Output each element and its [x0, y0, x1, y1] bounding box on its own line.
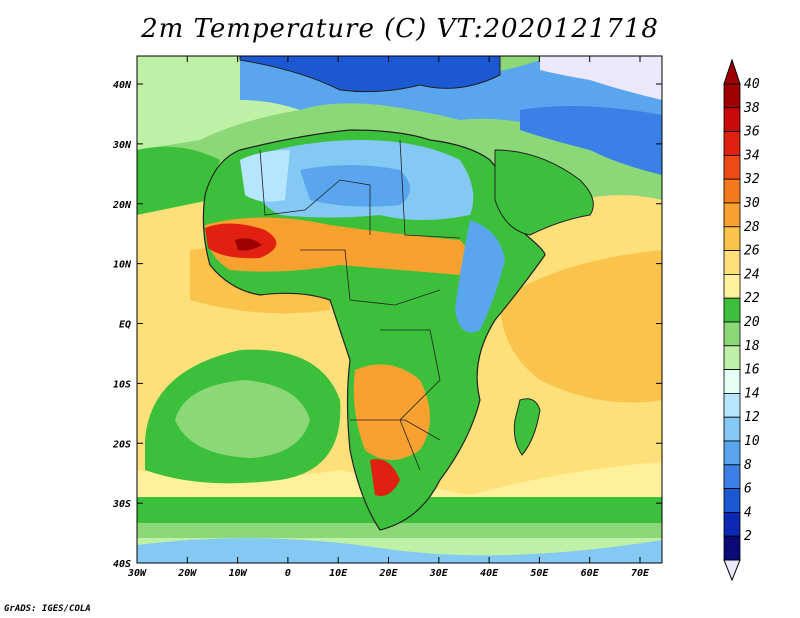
- field-band-south-5: [137, 462, 662, 497]
- colorbar-swatch: [723, 202, 741, 228]
- y-axis-ticks: 40N 30N 20N 10N EQ 10S 20S 30S 40S: [112, 80, 662, 570]
- colorbar-label: 2: [744, 529, 752, 544]
- temperature-field: [137, 55, 662, 563]
- x-tick-label: 20E: [378, 568, 398, 579]
- field-atlantic-swirl: [175, 380, 310, 458]
- colorbar-bottom-arrow: [723, 559, 741, 582]
- field-canary-region: [137, 146, 220, 215]
- colorbar-label: 40: [744, 77, 760, 92]
- colorbar-swatch: [723, 488, 741, 513]
- colorbar-swatch: [723, 440, 741, 466]
- field-namibia-hot: [370, 459, 400, 496]
- arabian-peninsula: [494, 149, 594, 236]
- colorbar-swatch: [723, 535, 741, 561]
- y-tick-label: 10N: [113, 260, 132, 271]
- y-tick-label: 10S: [113, 379, 131, 390]
- grads-credit: GrADS: IGES/COLA: [4, 604, 91, 614]
- colorbar-swatch: [723, 369, 741, 394]
- colorbar-swatch: [723, 464, 741, 489]
- colorbar-label: 26: [744, 244, 760, 259]
- x-tick-label: 0: [285, 568, 291, 579]
- y-tick-label: 20S: [112, 439, 131, 450]
- field-sahara-west: [240, 150, 290, 202]
- colorbar-label: 28: [744, 220, 760, 235]
- field-sahara-core: [300, 165, 410, 207]
- field-asia-cold: [540, 56, 662, 100]
- colorbar-swatch: [723, 226, 741, 252]
- x-tick-label: 20W: [177, 568, 197, 579]
- x-tick-label: 30W: [127, 568, 147, 579]
- colorbar-label: 4: [744, 505, 752, 520]
- colorbar-label: 14: [744, 386, 760, 401]
- border-4: [380, 329, 441, 471]
- field-sahel-hottest: [235, 238, 262, 251]
- colorbar-label: 8: [744, 458, 752, 473]
- colorbar-swatch: [723, 297, 741, 323]
- colorbar-label: 16: [744, 363, 760, 378]
- colorbar-swatch: [723, 250, 741, 275]
- colorbar-label: 10: [744, 434, 760, 449]
- x-tick-label: 30E: [429, 568, 449, 579]
- x-tick-label: 10E: [329, 568, 348, 579]
- colorbar-label: 24: [744, 267, 760, 282]
- colorbar-label: 32: [743, 172, 760, 187]
- border-3: [300, 249, 441, 306]
- country-borders: [259, 139, 461, 471]
- colorbar-swatch: [723, 154, 741, 180]
- border-2: [399, 139, 461, 239]
- chart-title: 2m Temperature (C) VT:2020121718: [141, 14, 659, 44]
- colorbar-swatch: [723, 416, 741, 442]
- field-indian-warm: [500, 250, 662, 403]
- colorbar-swatch: [723, 273, 741, 299]
- x-axis-ticks: 30W 20W 10W 0 10E 20E 30E 40E 50E 60E 70E: [127, 56, 650, 579]
- colorbar-label: 30: [743, 196, 760, 211]
- colorbar-swatch: [723, 178, 741, 204]
- colorbar-label: 38: [743, 101, 760, 116]
- colorbar-swatch: [723, 107, 741, 133]
- colorbar-swatch: [723, 392, 741, 418]
- colorbar-label: 12: [744, 410, 760, 425]
- colorbar: 40 38 36 34 32 30 28 26 24 22 20 18 16 14 12 10 8 6 4 2: [723, 58, 760, 582]
- field-middle-east: [520, 106, 662, 175]
- y-tick-label: EQ: [119, 320, 131, 331]
- colorbar-swatch: [723, 345, 741, 370]
- field-sahel-warm: [205, 217, 470, 275]
- x-tick-label: 70E: [631, 568, 650, 579]
- colorbar-swatch: [723, 83, 741, 109]
- colorbar-label: 36: [743, 125, 760, 140]
- colorbar-label: 18: [744, 339, 760, 354]
- colorbar-label: 6: [744, 482, 752, 497]
- y-tick-label: 30N: [112, 140, 132, 151]
- y-tick-label: 40S: [113, 559, 131, 570]
- border-1: [259, 149, 371, 235]
- y-tick-label: 40N: [113, 80, 132, 91]
- colorbar-swatch: [723, 131, 741, 156]
- colorbar-top-arrow: [723, 58, 741, 85]
- y-tick-label: 30S: [112, 499, 131, 510]
- field-ethiopian-highlands: [455, 220, 505, 333]
- colorbar-label: 34: [743, 148, 760, 163]
- colorbar-label: 22: [744, 291, 760, 306]
- y-tick-label: 20N: [112, 200, 132, 211]
- colorbar-swatch: [723, 321, 741, 347]
- field-band-south-3: [137, 538, 662, 563]
- x-tick-label: 50E: [530, 568, 549, 579]
- x-tick-label: 40E: [480, 568, 499, 579]
- southern-europe: [239, 55, 501, 93]
- colorbar-swatch: [723, 512, 741, 537]
- colorbar-label: 20: [744, 315, 760, 330]
- plot-frame: [136, 55, 663, 564]
- x-tick-label: 60E: [581, 568, 600, 579]
- field-kalahari-warm: [353, 364, 430, 460]
- x-tick-label: 10W: [229, 568, 248, 579]
- border-5: [350, 419, 441, 441]
- madagascar: [513, 398, 541, 456]
